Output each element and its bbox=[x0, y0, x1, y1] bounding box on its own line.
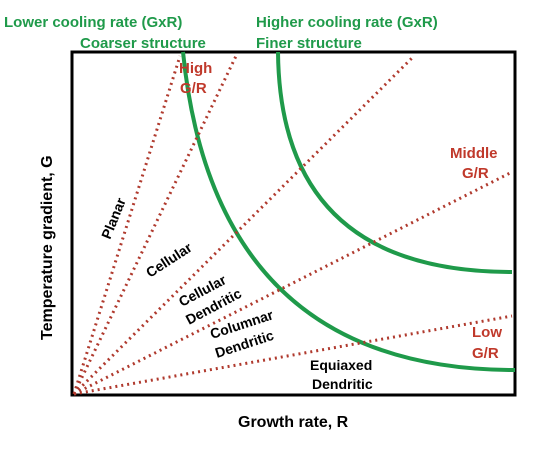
gr-line-low bbox=[73, 314, 513, 396]
header-coarser: Coarser structure bbox=[80, 35, 206, 52]
gr-line-high bbox=[72, 55, 238, 395]
region-equiaxed-dendritic-2: Dendritic bbox=[312, 376, 373, 392]
gr-line-middle bbox=[73, 170, 513, 396]
plot-frame bbox=[70, 50, 517, 397]
y-axis-label: Temperature gradient, G bbox=[39, 155, 56, 340]
cooling-curve-high bbox=[276, 51, 513, 274]
header-lower-rate: Lower cooling rate (GxR) bbox=[4, 14, 182, 31]
region-cellular: Cellular bbox=[143, 239, 195, 281]
cooling-curve-low bbox=[181, 51, 516, 372]
header-finer: Finer structure bbox=[256, 35, 362, 52]
label-middle-gr: G/R bbox=[462, 165, 489, 182]
label-low: Low bbox=[472, 324, 502, 341]
header-higher-rate: Higher cooling rate (GxR) bbox=[256, 14, 438, 31]
region-equiaxed-dendritic-1: Equiaxed bbox=[310, 357, 372, 373]
label-high-gr: G/R bbox=[180, 80, 207, 97]
x-axis-label: Growth rate, R bbox=[238, 414, 349, 431]
gr-line-cellular-dendritic bbox=[72, 54, 416, 396]
label-middle: Middle bbox=[450, 145, 498, 162]
label-high: High bbox=[179, 60, 212, 77]
label-low-gr: G/R bbox=[472, 345, 499, 362]
gr-line-planar-cellular bbox=[72, 55, 182, 395]
region-planar: Planar bbox=[98, 195, 129, 241]
